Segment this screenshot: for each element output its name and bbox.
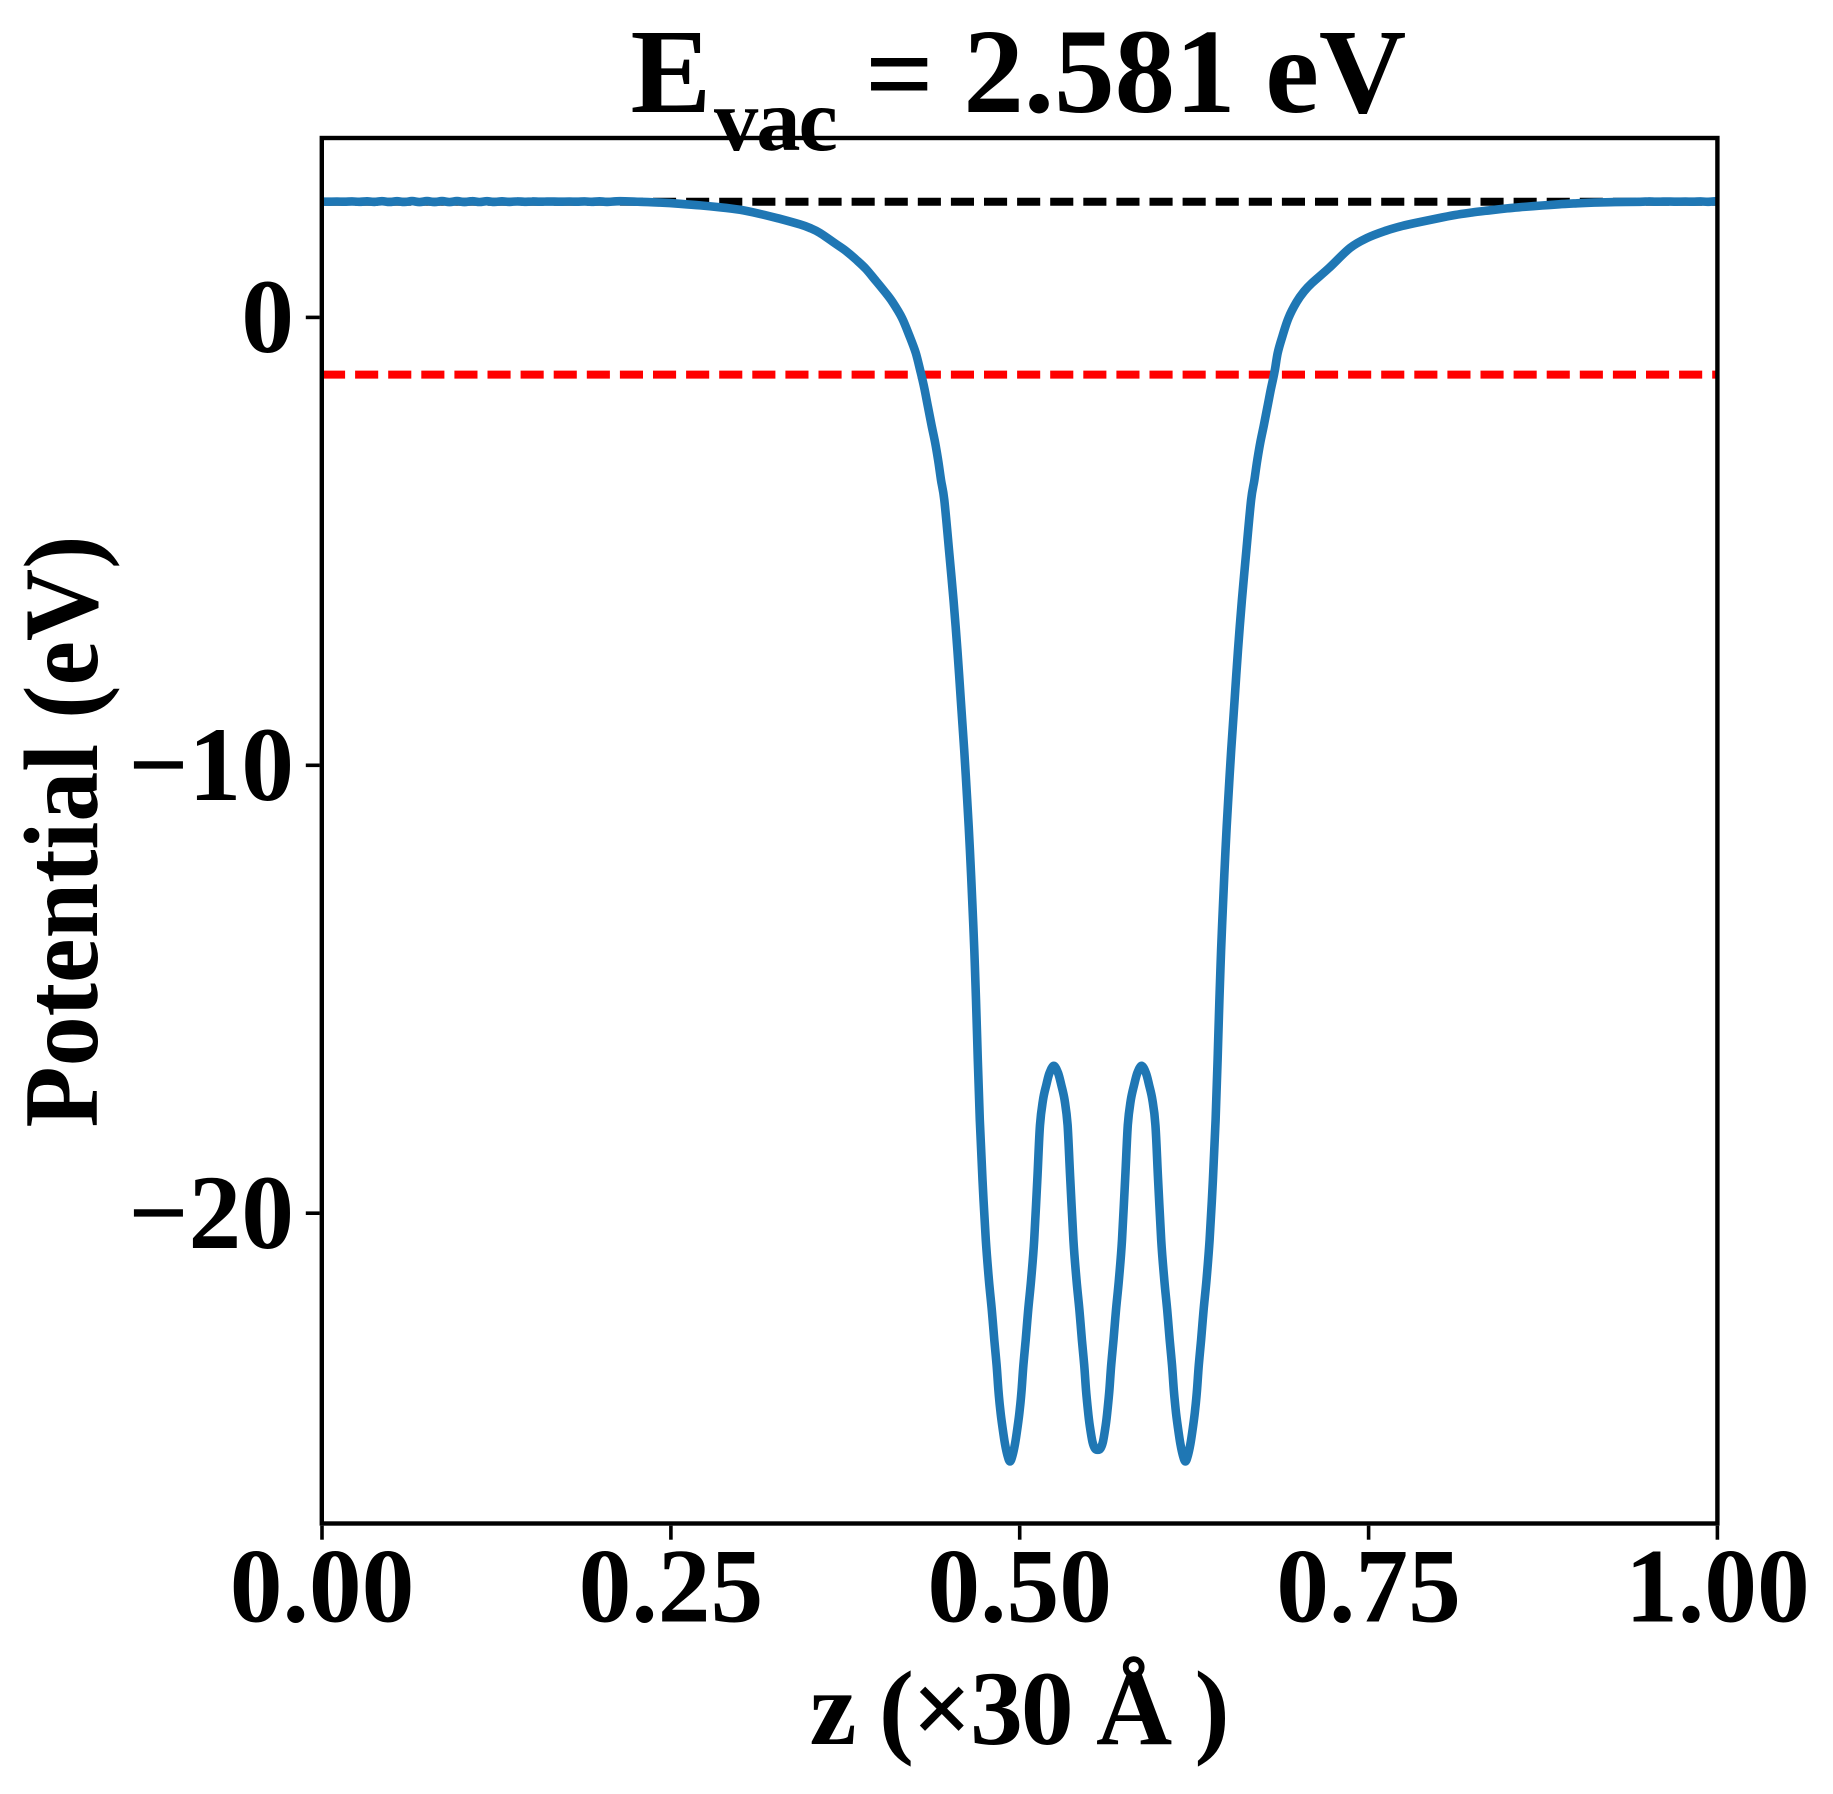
svg-text:−20: −20 [128,1154,294,1271]
svg-text:=: = [865,8,934,142]
svg-text:1.00: 1.00 [1625,1528,1810,1645]
svg-text:vac: vac [714,72,837,170]
svg-text:E: E [631,5,712,139]
svg-text:2.581: 2.581 [963,5,1235,139]
svg-text:0.00: 0.00 [230,1528,415,1645]
svg-text:z (×30 Å ): z (×30 Å ) [810,1650,1228,1767]
svg-text:0.50: 0.50 [927,1528,1112,1645]
svg-text:0.25: 0.25 [579,1528,764,1645]
svg-text:0.75: 0.75 [1276,1528,1461,1645]
svg-text:0: 0 [241,258,294,375]
svg-text:eV: eV [1265,5,1406,139]
svg-text:−10: −10 [128,706,294,823]
svg-text:Potential (eV): Potential (eV) [3,536,120,1128]
